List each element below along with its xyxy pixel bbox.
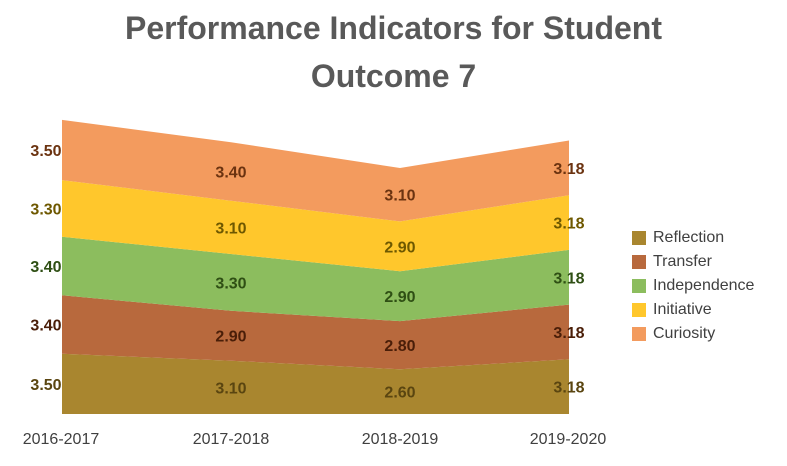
x-tick-label: 2018-2019 [362, 431, 439, 448]
data-label-transfer-3: 3.18 [553, 325, 584, 342]
data-label-initiative-2: 2.90 [384, 239, 415, 256]
legend-item-reflection: Reflection [632, 226, 754, 250]
area-curiosity [62, 119, 569, 222]
x-tick-label: 2016-2017 [23, 431, 100, 448]
legend-swatch [632, 303, 646, 317]
data-label-curiosity-3: 3.18 [553, 161, 584, 178]
legend: Reflection Transfer Independence Initiative… [632, 226, 754, 346]
data-label-curiosity-2: 3.10 [384, 188, 415, 205]
area-independence [62, 236, 569, 322]
legend-label: Transfer [653, 253, 712, 270]
chart-title: Performance Indicators for Student Outco… [0, 4, 787, 100]
legend-item-initiative: Initiative [632, 298, 754, 322]
data-label-transfer-0: 3.40 [30, 318, 61, 335]
data-label-transfer-2: 2.80 [384, 338, 415, 355]
x-tick-label: 2017-2018 [193, 431, 270, 448]
data-label-reflection-0: 3.50 [30, 377, 61, 394]
data-label-independence-2: 2.90 [384, 289, 415, 306]
data-label-curiosity-1: 3.40 [215, 164, 246, 181]
data-label-independence-1: 3.30 [215, 275, 246, 292]
data-label-initiative-3: 3.18 [553, 216, 584, 233]
data-label-reflection-1: 3.10 [215, 380, 246, 397]
x-tick-label: 2019-2020 [530, 431, 607, 448]
legend-label: Curiosity [653, 325, 716, 342]
data-label-curiosity-0: 3.50 [30, 143, 61, 160]
data-label-reflection-2: 2.60 [384, 385, 415, 402]
legend-swatch [632, 279, 646, 293]
legend-swatch [632, 327, 646, 341]
area-transfer [62, 295, 569, 370]
legend-label: Initiative [653, 301, 712, 318]
legend-swatch [632, 231, 646, 245]
area-reflection [62, 353, 569, 414]
area-initiative [62, 180, 569, 272]
legend-swatch [632, 255, 646, 269]
data-label-initiative-1: 3.10 [215, 220, 246, 237]
legend-item-curiosity: Curiosity [632, 322, 754, 346]
legend-item-transfer: Transfer [632, 250, 754, 274]
data-label-initiative-0: 3.30 [30, 201, 61, 218]
legend-label: Independence [653, 277, 755, 294]
chart-title-line-1: Performance Indicators for Student [125, 10, 662, 46]
data-label-independence-3: 3.18 [553, 270, 584, 287]
data-label-reflection-3: 3.18 [553, 380, 584, 397]
chart-title-line-2: Outcome 7 [310, 58, 477, 94]
data-label-transfer-1: 2.90 [215, 329, 246, 346]
legend-item-independence: Independence [632, 274, 754, 298]
legend-label: Reflection [653, 229, 725, 246]
data-label-independence-0: 3.40 [30, 259, 61, 276]
